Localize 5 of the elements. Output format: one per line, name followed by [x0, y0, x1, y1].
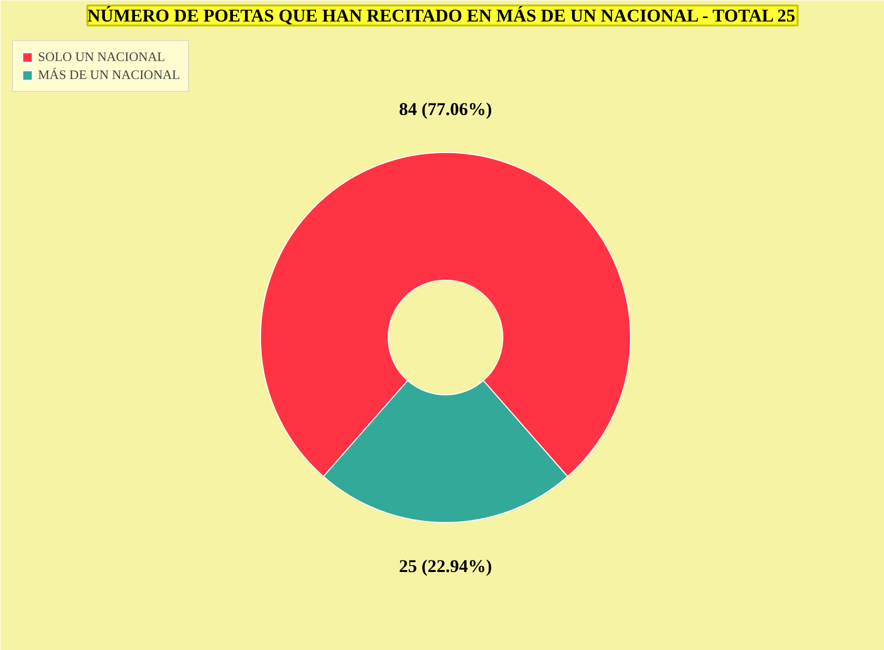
legend-label: MÁS DE UN NACIONAL: [38, 67, 180, 83]
chart-title: NÚMERO DE POETAS QUE HAN RECITADO EN MÁS DE UN NACIONAL - TOTAL 25: [87, 6, 796, 26]
legend-label: SOLO UN NACIONAL: [38, 49, 166, 65]
data-label: 84 (77.06%): [399, 98, 492, 119]
data-label: 25 (22.94%): [399, 556, 492, 576]
